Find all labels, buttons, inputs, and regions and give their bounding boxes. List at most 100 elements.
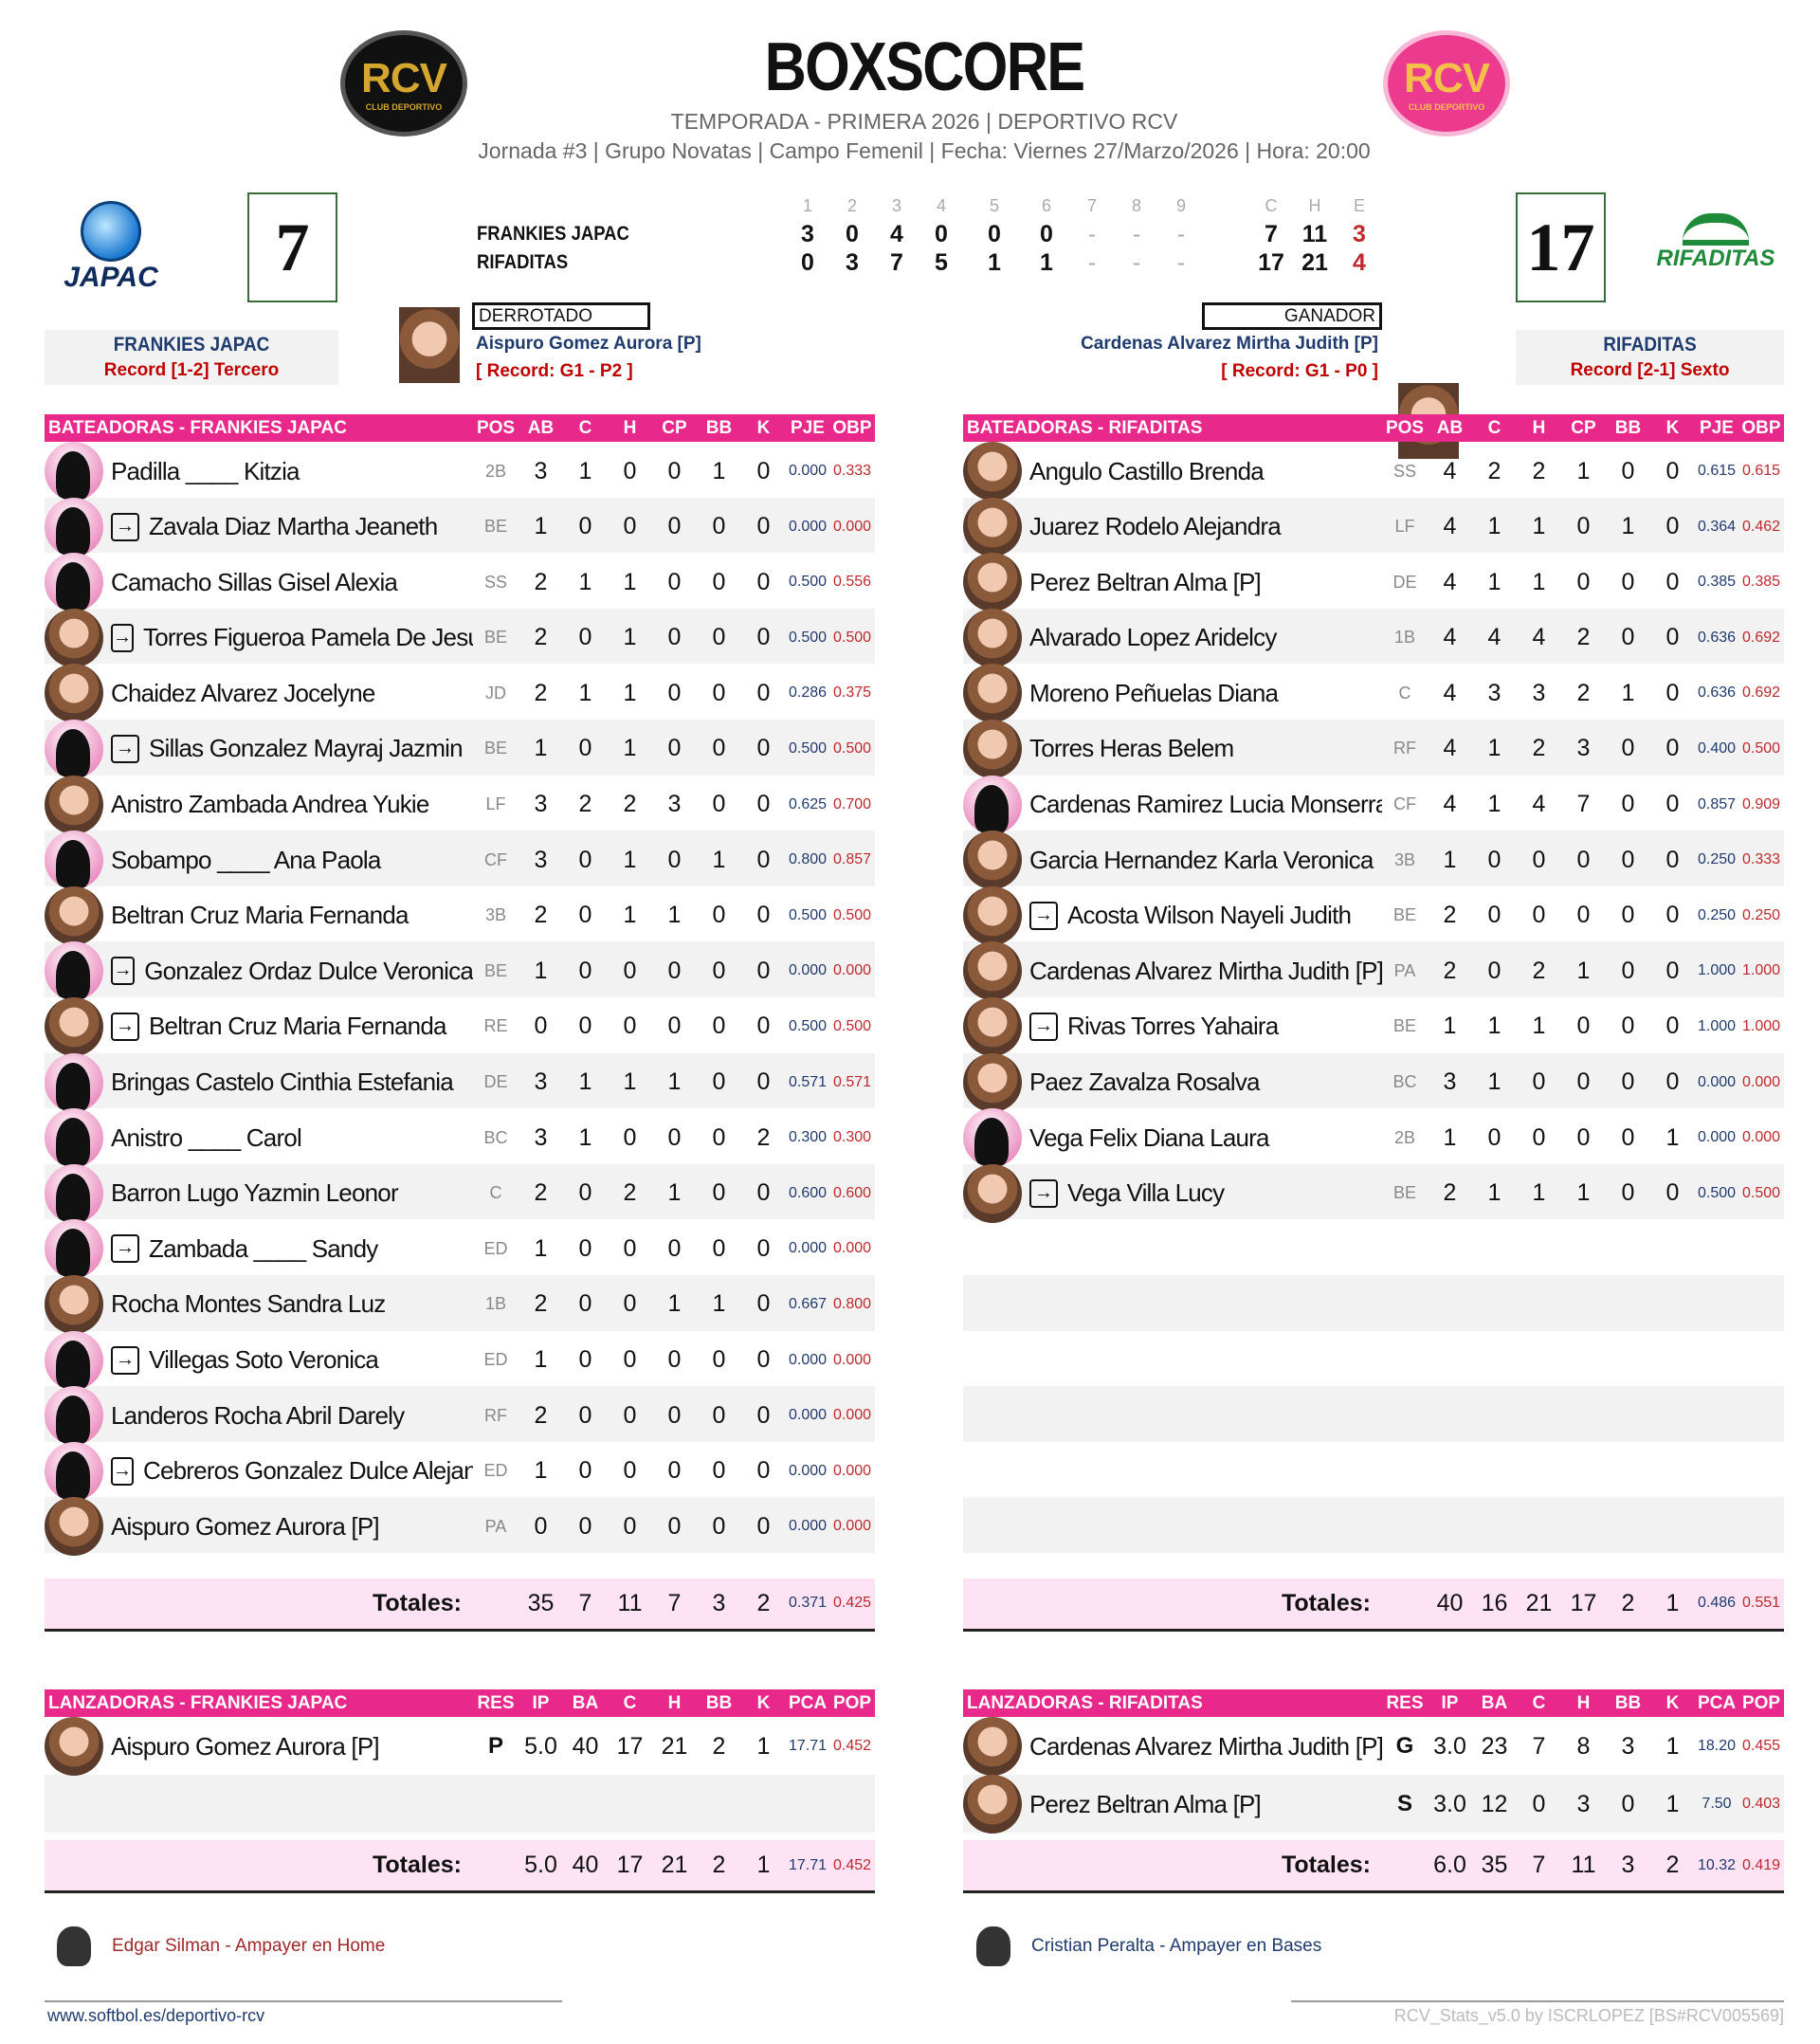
- player-name[interactable]: Padilla ____ Kitzia: [103, 457, 473, 486]
- stat-pos: 3B: [484, 905, 507, 925]
- stat-pos: BC: [483, 1127, 508, 1147]
- empty-row: [963, 1331, 1784, 1387]
- player-name-text: Torres Heras Belem: [1029, 734, 1234, 763]
- player-name[interactable]: Cardenas Ramirez Lucia Monserrat: [1022, 790, 1382, 819]
- stat-pca: 17.71: [788, 1738, 828, 1754]
- stat-k: 0: [1665, 568, 1680, 595]
- player-name[interactable]: Landeros Rocha Abril Darely: [103, 1401, 473, 1431]
- stat-c: 0: [1487, 957, 1502, 984]
- player-name[interactable]: Beltran Cruz Maria Fernanda: [103, 901, 473, 930]
- stat-pop: 0.452: [832, 1738, 872, 1754]
- stat-ab: 1: [534, 1346, 548, 1373]
- stat-ab: 3: [534, 1123, 548, 1151]
- player-name[interactable]: Alvarado Lopez Aridelcy: [1022, 623, 1382, 652]
- player-name[interactable]: Angulo Castillo Brenda: [1022, 457, 1382, 486]
- linescore-team: FRANKIES JAPAC: [477, 223, 629, 245]
- stat-pos: 2B: [1393, 1127, 1416, 1147]
- stat-h: 0: [1532, 1068, 1546, 1096]
- player-name[interactable]: Juarez Rodelo Alejandra: [1022, 512, 1382, 541]
- stat-h: 2: [1532, 457, 1546, 484]
- player-name[interactable]: Anistro ____ Carol: [103, 1123, 473, 1153]
- stat-h: 0: [1532, 846, 1546, 873]
- substitute-arrow-icon: →: [1029, 1012, 1058, 1041]
- player-name[interactable]: Torres Heras Belem: [1022, 734, 1382, 763]
- player-name[interactable]: Bringas Castelo Cinthia Estefania: [103, 1068, 473, 1097]
- stat-cp: 2: [1576, 679, 1591, 706]
- stat-cp: 0: [667, 957, 682, 984]
- player-name[interactable]: Barron Lugo Yazmin Leonor: [103, 1178, 473, 1208]
- player-name[interactable]: → Cebreros Gonzalez Dulce Alejandr: [103, 1456, 473, 1486]
- player-name[interactable]: Perez Beltran Alma [P]: [1022, 1790, 1382, 1819]
- stat-c: 17: [616, 1732, 644, 1760]
- stat-bb: 0: [712, 1013, 726, 1040]
- silhouette-icon: [963, 1108, 1022, 1168]
- player-name[interactable]: → Zambada ____ Sandy: [103, 1234, 473, 1264]
- water-drop-icon: [81, 201, 141, 262]
- total-ip: 6.0: [1433, 1852, 1466, 1878]
- player-name[interactable]: Anistro Zambada Andrea Yukie: [103, 790, 473, 819]
- player-name[interactable]: → Villegas Soto Veronica: [103, 1345, 473, 1375]
- player-name[interactable]: Chaidez Alvarez Jocelyne: [103, 679, 473, 708]
- player-name[interactable]: Aispuro Gomez Aurora [P]: [103, 1732, 473, 1761]
- player-row: → Beltran Cruz Maria Fernanda RE 0 0 0 0 0 0 0.50…: [45, 996, 875, 1056]
- stat-h: 1: [623, 624, 637, 651]
- player-name[interactable]: → Vega Villa Lucy: [1022, 1178, 1382, 1208]
- inning-score: 0: [988, 221, 1001, 247]
- stat-c: 2: [578, 791, 592, 818]
- stat-ab: 1: [534, 1457, 548, 1485]
- player-row: → Rivas Torres Yahaira BE 1 1 1 0 0 0 1.000 1.000: [963, 996, 1784, 1056]
- total-cp: 17: [1570, 1589, 1597, 1616]
- player-name[interactable]: Perez Beltran Alma [P]: [1022, 568, 1382, 597]
- umpire-home-name: Edgar Silman - Ampayer en Home: [112, 1936, 386, 1956]
- player-name[interactable]: Sobampo ____ Ana Paola: [103, 846, 473, 875]
- player-name[interactable]: Moreno Peñuelas Diana: [1022, 679, 1382, 708]
- player-name[interactable]: → Rivas Torres Yahaira: [1022, 1012, 1382, 1041]
- player-name[interactable]: Camacho Sillas Gisel Alexia: [103, 568, 473, 597]
- player-name-text: Landeros Rocha Abril Darely: [111, 1400, 405, 1430]
- player-name[interactable]: Aispuro Gomez Aurora [P]: [103, 1512, 473, 1542]
- stat-pje: 0.636: [1697, 684, 1737, 702]
- player-name[interactable]: → Torres Figueroa Pamela De Jesus: [103, 623, 473, 652]
- player-name[interactable]: → Zavala Diaz Martha Jeaneth: [103, 512, 473, 541]
- stat-h: 1: [623, 679, 637, 706]
- inning-score: 0: [935, 221, 948, 247]
- player-name-text: Perez Beltran Alma [P]: [1029, 567, 1262, 596]
- stat-ab: 4: [1443, 457, 1457, 484]
- player-name[interactable]: Vega Felix Diana Laura: [1022, 1123, 1382, 1153]
- player-name[interactable]: → Beltran Cruz Maria Fernanda: [103, 1012, 473, 1041]
- footer-link[interactable]: www.softbol.es/deportivo-rcv: [47, 2006, 265, 2025]
- stat-c: 1: [1487, 1068, 1502, 1096]
- column-header-bb: BB: [705, 1692, 733, 1713]
- column-header-obp: OBP: [832, 417, 872, 438]
- player-name-text: Aispuro Gomez Aurora [P]: [111, 1511, 380, 1541]
- total-h: 21: [661, 1852, 688, 1878]
- player-row: Aispuro Gomez Aurora [P] P 5.0 40 17 21 2 1 17.7…: [45, 1717, 875, 1776]
- player-name-text: Alvarado Lopez Aridelcy: [1029, 623, 1277, 652]
- player-name[interactable]: Paez Zavalza Rosalva: [1022, 1068, 1382, 1097]
- stat-c: 0: [578, 846, 592, 873]
- player-name[interactable]: → Acosta Wilson Nayeli Judith: [1022, 901, 1382, 930]
- player-name[interactable]: Rocha Montes Sandra Luz: [103, 1289, 473, 1319]
- player-name[interactable]: → Gonzalez Ordaz Dulce Veronica: [103, 957, 473, 986]
- player-name[interactable]: Garcia Hernandez Karla Veronica: [1022, 846, 1382, 875]
- player-name[interactable]: Cardenas Alvarez Mirtha Judith [P]: [1022, 957, 1382, 986]
- substitute-arrow-icon: →: [1029, 901, 1058, 930]
- stat-pje: 0.250: [1697, 851, 1737, 868]
- stat-c: 4: [1487, 624, 1502, 651]
- stat-pos: RF: [1393, 739, 1416, 758]
- player-name[interactable]: → Sillas Gonzalez Mayraj Jazmin: [103, 734, 473, 763]
- stat-ab: 2: [534, 624, 548, 651]
- stat-h: 8: [1576, 1732, 1591, 1760]
- stat-ab: 2: [534, 1401, 548, 1429]
- stat-k: 0: [756, 1512, 771, 1540]
- inning-score: -: [1087, 221, 1097, 247]
- inning-header: 9: [1175, 196, 1186, 215]
- column-header-pje: PJE: [791, 417, 825, 438]
- player-name-text: Anistro ____ Carol: [111, 1122, 302, 1152]
- table-body: Cardenas Alvarez Mirtha Judith [P] G 3.0 23…: [963, 1717, 1784, 1834]
- stat-pje: 0.500: [788, 906, 828, 923]
- away-team-box: FRANKIES JAPAC Record [1-2] Tercero: [45, 330, 338, 385]
- player-name[interactable]: Cardenas Alvarez Mirtha Judith [P]: [1022, 1732, 1382, 1761]
- stat-ab: 2: [1443, 902, 1457, 929]
- stat-cp: 0: [667, 457, 682, 484]
